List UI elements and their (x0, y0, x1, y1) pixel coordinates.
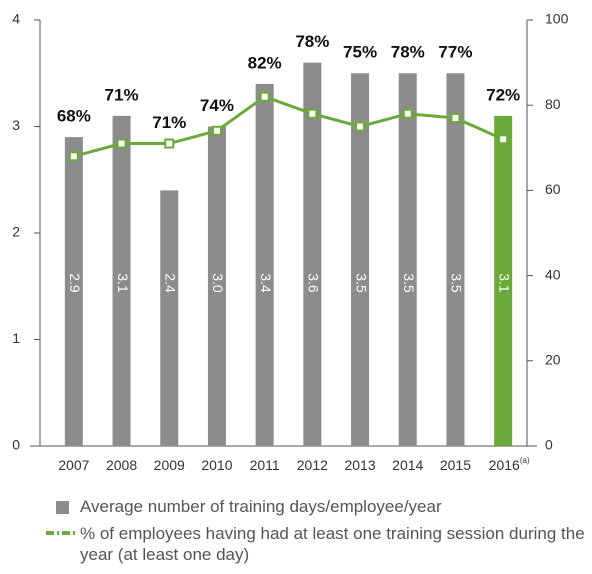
bar-value-label: 2.4 (163, 273, 179, 293)
legend-item: % of employees having had at least one t… (46, 523, 592, 565)
line (73, 95, 504, 158)
bar-value-label: 3.4 (258, 273, 274, 293)
line-value-label: 72% (486, 85, 520, 104)
x-tick-text: 2013 (344, 457, 375, 473)
line-value-label: 78% (295, 32, 329, 51)
line-marker (116, 138, 127, 149)
y-tick-label: 4 (12, 11, 20, 27)
line-value-label: 68% (57, 107, 91, 126)
x-tick-label: 2012 (297, 457, 328, 473)
bar-value-label: 3.5 (401, 273, 417, 293)
x-tick-superscript: (a) (520, 456, 530, 465)
y2-tick-label: 60 (545, 181, 561, 197)
y2-tick-label: 40 (545, 266, 561, 282)
bar (446, 73, 465, 446)
legend-label: Average number of training days/employee… (80, 497, 442, 516)
x-tick-text: 2008 (106, 457, 137, 473)
legend-swatch (52, 496, 78, 517)
x-tick-text: 2016 (489, 457, 520, 473)
y2-tick-label: 80 (545, 96, 561, 112)
bar-value-label: 3.1 (496, 273, 512, 293)
line-marker (164, 138, 175, 149)
line-marker (68, 151, 79, 162)
x-tick-text: 2015 (440, 457, 471, 473)
bar (160, 190, 179, 446)
x-tick-label: 2015 (440, 457, 471, 473)
bar (351, 73, 370, 446)
x-tick-label: 2011 (250, 457, 280, 473)
y-tick-label: 0 (12, 437, 20, 453)
line-value-label: 71% (105, 85, 139, 104)
bar-value-label: 3.5 (449, 273, 465, 293)
x-tick-text: 2011 (250, 457, 280, 473)
x-tick-label: 2016(a) (489, 456, 530, 473)
x-tick-text: 2012 (297, 457, 328, 473)
line-marker (307, 108, 318, 119)
line-value-label: 82% (248, 53, 282, 72)
line-value-label: 75% (343, 43, 377, 62)
x-tick-label: 2009 (154, 457, 185, 473)
bar-value-label: 3.5 (353, 273, 369, 293)
line-value-label: 74% (200, 96, 234, 115)
bar-value-label: 3.6 (306, 273, 322, 293)
x-tick-text: 2009 (154, 457, 185, 473)
line-marker (211, 125, 222, 136)
bar-value-label: 3.0 (210, 273, 226, 293)
x-tick-text: 2014 (392, 457, 423, 473)
y2-tick-label: 100 (545, 11, 569, 27)
bar-value-label: 2.9 (67, 273, 83, 293)
y-tick-label: 1 (12, 330, 20, 346)
x-tick-label: 2013 (344, 457, 375, 473)
legend-label: % of employees having had at least one t… (80, 524, 585, 564)
y-tick-label: 2 (12, 224, 20, 240)
line-value-label: 78% (391, 43, 425, 62)
x-tick-text: 2007 (58, 457, 89, 473)
x-tick-label: 2014 (392, 457, 423, 473)
line-marker (450, 112, 461, 123)
bar (494, 115, 513, 446)
x-tick-label: 2008 (106, 457, 137, 473)
line-marker (402, 108, 413, 119)
line-value-label: 71% (152, 113, 186, 132)
y-tick-label: 3 (12, 117, 20, 133)
chart: 0123402040608010020072.968%20083.171%200… (12, 11, 569, 473)
legend-swatch (46, 523, 78, 544)
bar (64, 137, 83, 446)
legend-item: Average number of training days/employee… (52, 496, 592, 517)
y2-tick-label: 0 (545, 437, 553, 453)
legend: Average number of training days/employee… (46, 496, 592, 571)
bar (255, 83, 274, 447)
bar-value-label: 3.1 (115, 273, 131, 293)
line-marker (259, 91, 270, 102)
x-tick-text: 2010 (201, 457, 232, 473)
line-marker (355, 121, 366, 132)
bar (398, 73, 417, 446)
line-marker (498, 134, 509, 145)
bar (112, 115, 131, 446)
y2-tick-label: 20 (545, 352, 561, 368)
bar (207, 126, 226, 446)
line-value-label: 77% (438, 43, 472, 62)
x-tick-label: 2007 (58, 457, 89, 473)
x-tick-label: 2010 (201, 457, 232, 473)
bar (303, 62, 322, 446)
